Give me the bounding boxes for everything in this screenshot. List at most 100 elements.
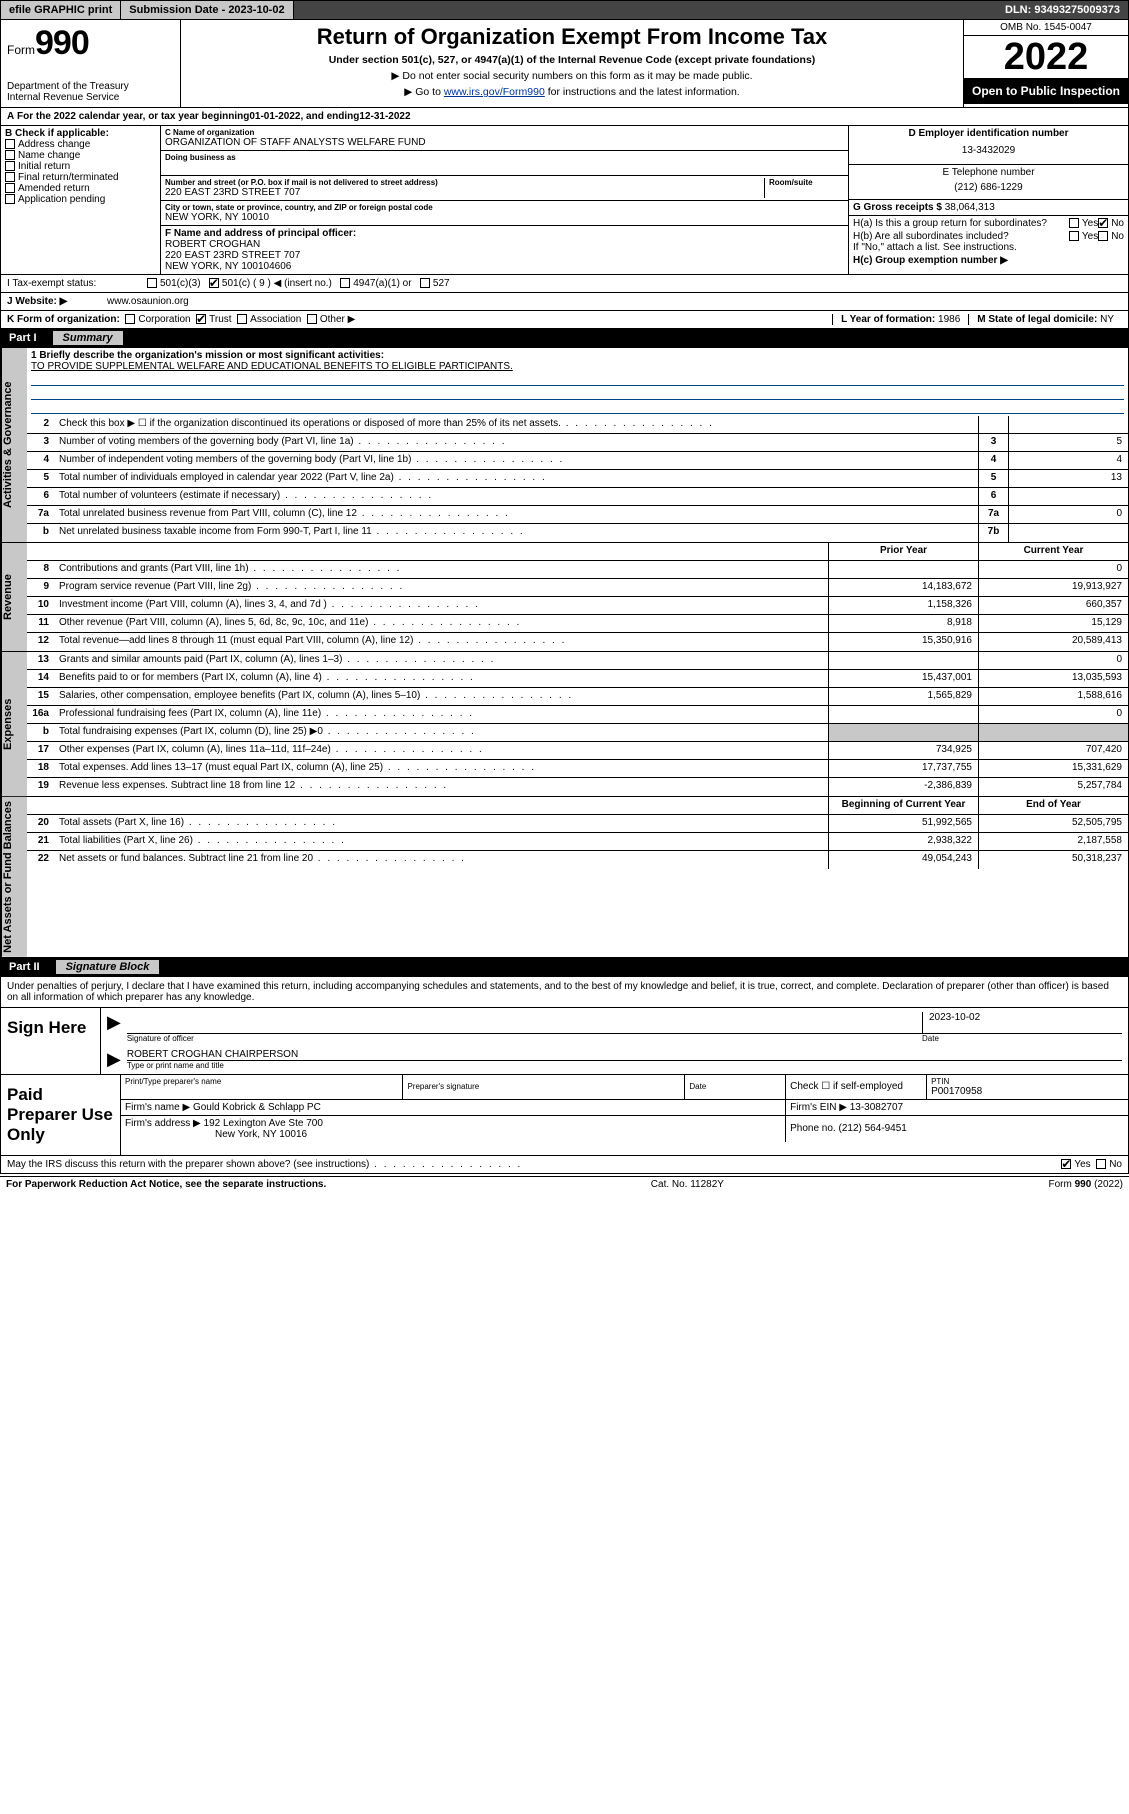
row-desc: Benefits paid to or for members (Part IX… xyxy=(55,670,828,687)
h-b-no[interactable]: No xyxy=(1098,231,1124,242)
gov-n: 4 xyxy=(27,452,55,469)
row-prior: 734,925 xyxy=(828,742,978,759)
row-prior xyxy=(828,706,978,723)
discuss-yes[interactable]: Yes xyxy=(1061,1159,1090,1170)
opt-4947-label: 4947(a)(1) or xyxy=(353,278,411,289)
opt-4947[interactable]: 4947(a)(1) or xyxy=(340,278,411,289)
row-desc: Revenue less expenses. Subtract line 18 … xyxy=(55,778,828,796)
top-bar: efile GRAPHIC print Submission Date - 20… xyxy=(0,0,1129,20)
check-app-pending[interactable]: Application pending xyxy=(5,194,156,205)
current-year-hdr: Current Year xyxy=(978,543,1128,560)
h-c-text: H(c) Group exemption number ▶ xyxy=(853,255,1124,266)
rev-hdr-n xyxy=(27,543,55,560)
check-label-4: Amended return xyxy=(18,183,90,194)
row-current: 52,505,795 xyxy=(978,815,1128,832)
penalties-text: Under penalties of perjury, I declare th… xyxy=(0,977,1129,1008)
addr-label: Number and street (or P.O. box if mail i… xyxy=(165,178,764,187)
row-prior: 51,992,565 xyxy=(828,815,978,832)
row-n: 16a xyxy=(27,706,55,723)
prep-name-cell: Print/Type preparer's name xyxy=(121,1075,403,1100)
h-b-yes[interactable]: Yes xyxy=(1069,231,1098,242)
check-final-return[interactable]: Final return/terminated xyxy=(5,172,156,183)
amt-row-12: 12Total revenue—add lines 8 through 11 (… xyxy=(27,633,1128,651)
expenses-rows: 13Grants and similar amounts paid (Part … xyxy=(27,652,1128,796)
opt-501c3[interactable]: 501(c)(3) xyxy=(147,278,201,289)
sign-arrow-2: ▶ xyxy=(107,1049,121,1070)
gov-val: 0 xyxy=(1008,506,1128,523)
gov-row-5: 5Total number of individuals employed in… xyxy=(27,470,1128,488)
firm-ein-cell: Firm's EIN ▶ 13-3082707 xyxy=(786,1099,1128,1115)
net-assets-section: Net Assets or Fund Balances Beginning of… xyxy=(0,797,1129,958)
prep-sig-label: Preparer's signature xyxy=(407,1082,680,1091)
amt-row-18: 18Total expenses. Add lines 13–17 (must … xyxy=(27,760,1128,778)
gov-n: 2 xyxy=(27,416,55,433)
part-ii-title: Signature Block xyxy=(56,960,160,974)
form-990-text: 990 xyxy=(35,24,89,62)
discuss-no[interactable]: No xyxy=(1096,1159,1122,1170)
check-amended[interactable]: Amended return xyxy=(5,183,156,194)
row-prior xyxy=(828,652,978,669)
firm-addr-cell: Firm's address ▶ 192 Lexington Ave Ste 7… xyxy=(121,1115,786,1142)
row-desc: Total fundraising expenses (Part IX, col… xyxy=(55,724,828,741)
row-n: 17 xyxy=(27,742,55,759)
part-i-num: Part I xyxy=(9,332,37,344)
amt-row-14: 14Benefits paid to or for members (Part … xyxy=(27,670,1128,688)
prep-row-3: Firm's address ▶ 192 Lexington Ave Ste 7… xyxy=(121,1115,1128,1142)
row-current: 0 xyxy=(978,561,1128,578)
line-l: L Year of formation: 1986 xyxy=(832,314,968,325)
row-desc: Total liabilities (Part X, line 26) xyxy=(55,833,828,850)
gov-row-3: 3Number of voting members of the governi… xyxy=(27,434,1128,452)
row-desc: Other expenses (Part IX, column (A), lin… xyxy=(55,742,828,759)
efile-graphic-print[interactable]: efile GRAPHIC print xyxy=(1,1,121,19)
gov-val: 13 xyxy=(1008,470,1128,487)
opt-assoc[interactable]: Association xyxy=(237,314,301,325)
row-desc: Grants and similar amounts paid (Part IX… xyxy=(55,652,828,669)
amt-row-16a: 16aProfessional fundraising fees (Part I… xyxy=(27,706,1128,724)
gov-val xyxy=(1008,416,1128,433)
row-n: 12 xyxy=(27,633,55,651)
form-title: Return of Organization Exempt From Incom… xyxy=(191,24,953,50)
row-prior: 14,183,672 xyxy=(828,579,978,596)
self-employed-cell[interactable]: Check ☐ if self-employed xyxy=(786,1075,927,1100)
opt-527[interactable]: 527 xyxy=(420,278,450,289)
h-a-yes[interactable]: Yes xyxy=(1069,218,1098,229)
form-header: Form990 Department of the Treasury Inter… xyxy=(0,20,1129,108)
opt-trust-label: Trust xyxy=(209,314,231,325)
gov-box: 7a xyxy=(978,506,1008,523)
row-prior: -2,386,839 xyxy=(828,778,978,796)
opt-other[interactable]: Other ▶ xyxy=(307,314,355,325)
opt-trust[interactable]: Trust xyxy=(196,314,231,325)
na-end-hdr: End of Year xyxy=(978,797,1128,814)
row-desc: Salaries, other compensation, employee b… xyxy=(55,688,828,705)
h-a-no[interactable]: No xyxy=(1098,218,1124,229)
row-current: 1,588,616 xyxy=(978,688,1128,705)
row-desc: Program service revenue (Part VIII, line… xyxy=(55,579,828,596)
check-name-change[interactable]: Name change xyxy=(5,150,156,161)
opt-501c[interactable]: 501(c) ( 9 ) ◀ (insert no.) xyxy=(209,278,332,289)
net-assets-rows: 20Total assets (Part X, line 16)51,992,5… xyxy=(27,815,1128,869)
sign-here-block: Sign Here ▶ 2023-10-02 Signature of offi… xyxy=(0,1008,1129,1075)
irs-link[interactable]: www.irs.gov/Form990 xyxy=(444,86,545,98)
gov-desc: Total number of volunteers (estimate if … xyxy=(55,488,978,505)
check-address-change[interactable]: Address change xyxy=(5,139,156,150)
expenses-tab: Expenses xyxy=(1,652,27,796)
firm-ein: 13-3082707 xyxy=(850,1102,903,1113)
check-initial-return[interactable]: Initial return xyxy=(5,161,156,172)
phone-row: E Telephone number (212) 686-1229 xyxy=(849,165,1128,200)
row-prior xyxy=(828,724,978,741)
gov-row-b: bNet unrelated business taxable income f… xyxy=(27,524,1128,542)
row-desc: Total assets (Part X, line 16) xyxy=(55,815,828,832)
omb-number: OMB No. 1545-0047 xyxy=(964,20,1128,36)
preparer-table: Print/Type preparer's name Preparer's si… xyxy=(121,1075,1128,1142)
footer-left: For Paperwork Reduction Act Notice, see … xyxy=(6,1179,326,1190)
row-prior: 1,565,829 xyxy=(828,688,978,705)
revenue-header-row: Prior Year Current Year xyxy=(27,543,1128,561)
opt-corp[interactable]: Corporation xyxy=(125,314,190,325)
topbar-spacer xyxy=(294,1,997,19)
gov-n: 7a xyxy=(27,506,55,523)
amt-row-20: 20Total assets (Part X, line 16)51,992,5… xyxy=(27,815,1128,833)
row-current: 707,420 xyxy=(978,742,1128,759)
firm-phone: (212) 564-9451 xyxy=(838,1123,906,1134)
h-note: If "No," attach a list. See instructions… xyxy=(853,242,1124,253)
addr-row: Number and street (or P.O. box if mail i… xyxy=(161,176,848,201)
